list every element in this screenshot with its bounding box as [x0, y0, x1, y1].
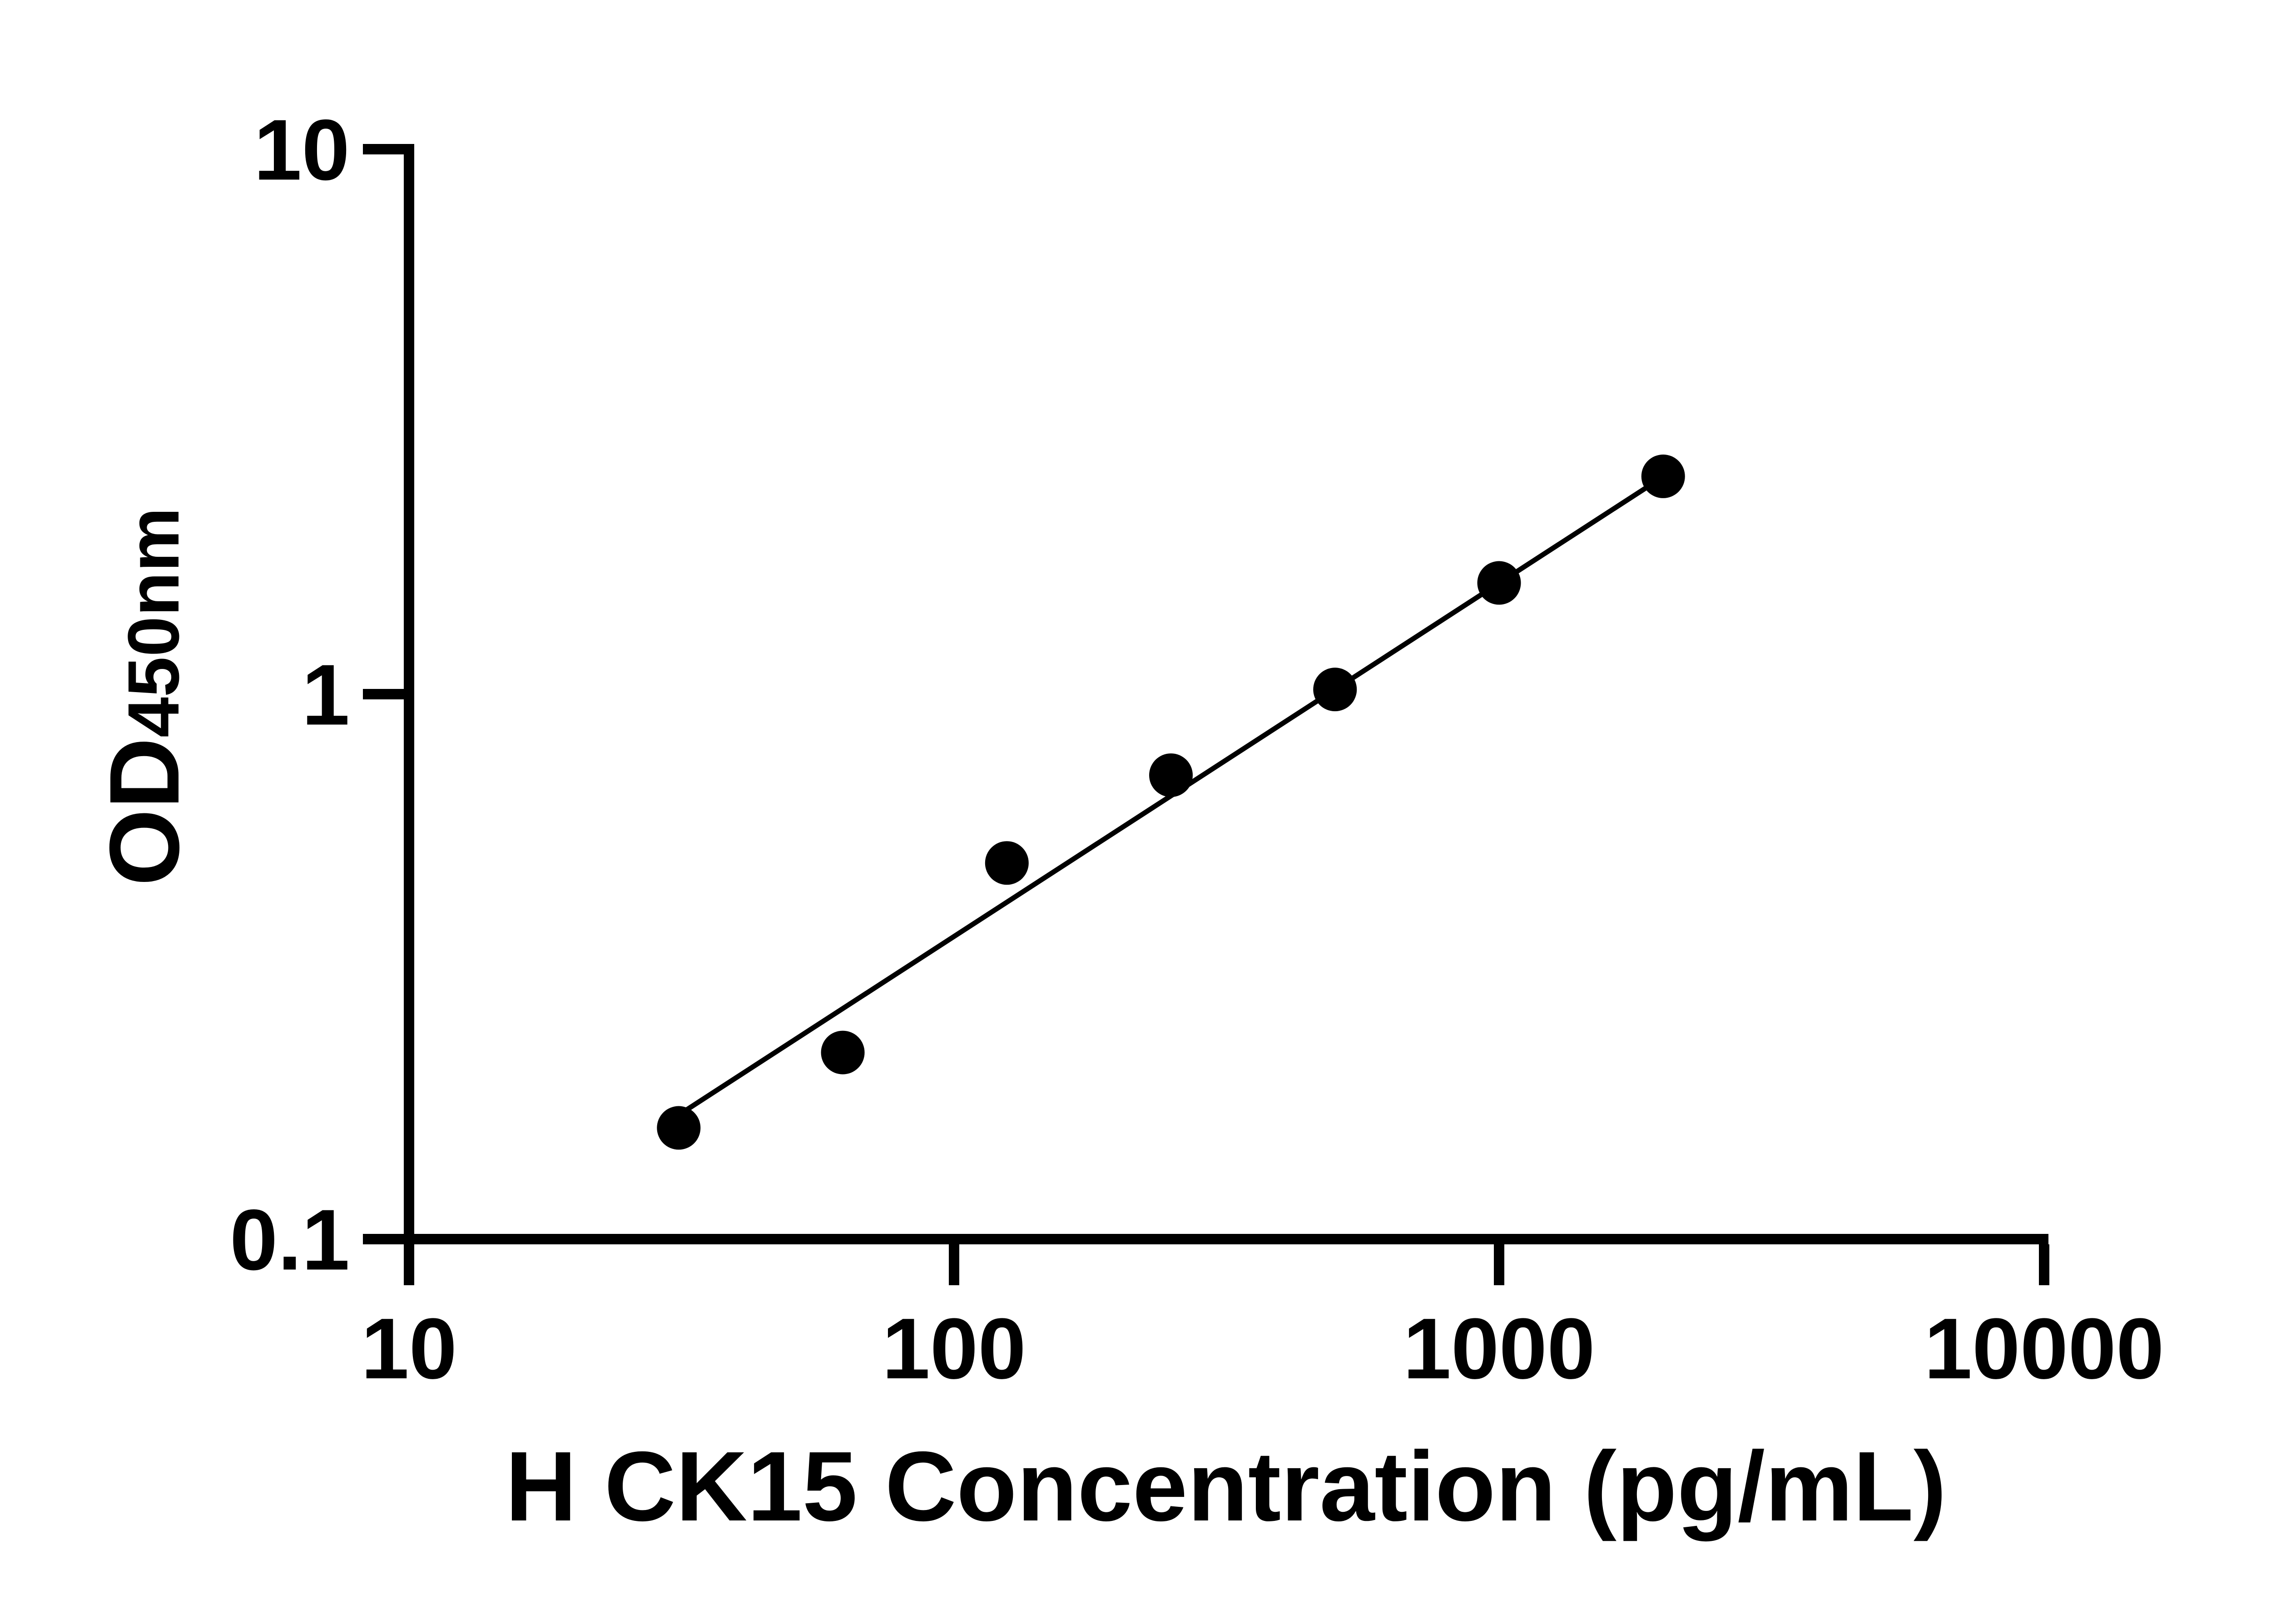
data-point — [1149, 753, 1193, 797]
tick-marks — [363, 144, 2049, 1285]
data-point — [985, 841, 1029, 885]
x-tick-label: 1000 — [1403, 1301, 1595, 1397]
y-axis-title-main: OD — [89, 738, 200, 886]
axes — [404, 144, 2048, 1244]
y-axis-title: OD450nm — [89, 507, 200, 886]
data-point — [657, 1106, 701, 1150]
y-tick-label: 10 — [254, 102, 350, 198]
y-axis-title-subscript: 450nm — [113, 507, 194, 738]
tick-labels: 0.1 1 10 10 100 1000 10000 — [230, 102, 2164, 1397]
x-tick-label: 100 — [882, 1301, 1026, 1397]
data-point — [1641, 454, 1685, 498]
x-tick-label: 10 — [361, 1301, 457, 1397]
data-point — [1477, 561, 1521, 605]
y-tick-label: 0.1 — [230, 1192, 350, 1288]
plot-series — [657, 454, 1685, 1150]
data-point — [821, 1030, 865, 1074]
y-tick-label: 1 — [302, 647, 350, 743]
data-point — [1313, 668, 1357, 712]
x-axis-title: H CK15 Concentration (pg/mL) — [505, 1431, 1946, 1542]
x-tick-label: 10000 — [1924, 1301, 2164, 1397]
